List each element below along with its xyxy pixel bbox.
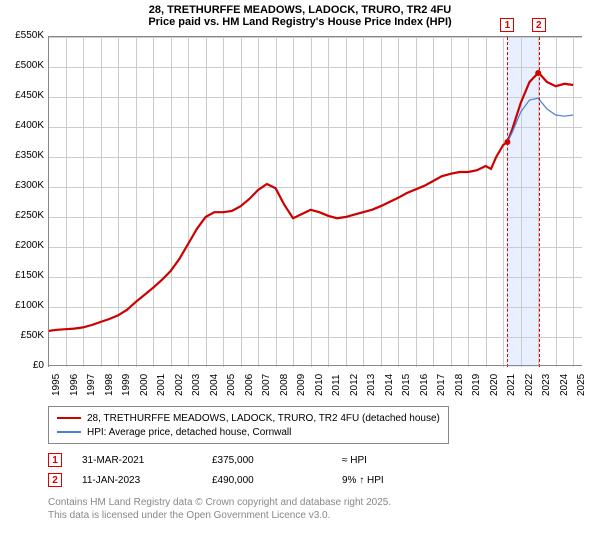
x-tick-label: 2023 xyxy=(541,374,552,396)
event-marker: 1 xyxy=(500,18,514,32)
y-tick-label: £150K xyxy=(0,270,44,281)
event-hpi-note: 9% ↑ HPI xyxy=(342,475,472,486)
x-tick-label: 2022 xyxy=(524,374,535,396)
event-price: £375,000 xyxy=(212,455,342,466)
x-tick-label: 2011 xyxy=(331,374,342,396)
event-date: 31-MAR-2021 xyxy=(82,455,212,466)
x-tick-label: 2009 xyxy=(296,374,307,396)
x-tick-label: 2016 xyxy=(419,374,430,396)
y-tick-label: £300K xyxy=(0,180,44,191)
y-tick-label: £350K xyxy=(0,150,44,161)
y-tick-label: £550K xyxy=(0,30,44,41)
y-tick-label: £50K xyxy=(0,330,44,341)
x-tick-label: 2019 xyxy=(471,374,482,396)
x-tick-label: 2001 xyxy=(156,374,167,396)
x-tick-label: 2004 xyxy=(209,374,220,396)
x-tick-label: 2007 xyxy=(261,374,272,396)
event-table-marker: 1 xyxy=(48,453,62,467)
y-tick-label: £500K xyxy=(0,60,44,71)
x-tick-label: 2014 xyxy=(384,374,395,396)
event-date: 11-JAN-2023 xyxy=(82,475,212,486)
legend-swatch xyxy=(57,417,81,419)
legend-swatch xyxy=(57,431,81,432)
x-tick-label: 1996 xyxy=(69,374,80,396)
event-table-row: 1 31-MAR-2021£375,000≈ HPI xyxy=(48,450,472,470)
event-price: £490,000 xyxy=(212,475,342,486)
x-tick-label: 2003 xyxy=(191,374,202,396)
footer-line1: Contains HM Land Registry data © Crown c… xyxy=(48,496,391,509)
x-tick-label: 2018 xyxy=(454,374,465,396)
chart-plot xyxy=(48,37,582,367)
y-tick-label: £100K xyxy=(0,300,44,311)
x-tick-label: 1999 xyxy=(121,374,132,396)
x-tick-label: 2024 xyxy=(559,374,570,396)
x-tick-label: 2015 xyxy=(401,374,412,396)
footer-attribution: Contains HM Land Registry data © Crown c… xyxy=(48,496,391,522)
y-tick-label: £250K xyxy=(0,210,44,221)
x-tick-label: 2012 xyxy=(349,374,360,396)
legend-item: 28, TRETHURFFE MEADOWS, LADOCK, TRURO, T… xyxy=(57,411,440,425)
x-tick-label: 1997 xyxy=(86,374,97,396)
x-tick-label: 1998 xyxy=(104,374,115,396)
chart-title-line1: 28, TRETHURFFE MEADOWS, LADOCK, TRURO, T… xyxy=(0,4,600,16)
x-tick-label: 2000 xyxy=(139,374,150,396)
x-tick-label: 2005 xyxy=(226,374,237,396)
y-tick-label: £400K xyxy=(0,120,44,131)
event-table-row: 2 11-JAN-2023£490,0009% ↑ HPI xyxy=(48,470,472,490)
event-table-marker: 2 xyxy=(48,473,62,487)
legend: 28, TRETHURFFE MEADOWS, LADOCK, TRURO, T… xyxy=(48,406,449,444)
y-tick-label: £450K xyxy=(0,90,44,101)
x-tick-label: 2025 xyxy=(576,374,587,396)
x-tick-label: 2008 xyxy=(279,374,290,396)
x-tick-label: 2006 xyxy=(244,374,255,396)
chart-area xyxy=(48,36,582,366)
x-tick-label: 2010 xyxy=(314,374,325,396)
legend-label: 28, TRETHURFFE MEADOWS, LADOCK, TRURO, T… xyxy=(87,413,440,424)
event-line xyxy=(539,37,540,367)
event-hpi-note: ≈ HPI xyxy=(342,455,472,466)
series-line xyxy=(507,98,573,142)
event-marker: 2 xyxy=(532,18,546,32)
x-tick-label: 2002 xyxy=(174,374,185,396)
x-tick-label: 1995 xyxy=(51,374,62,396)
event-line xyxy=(507,37,508,367)
y-tick-label: £200K xyxy=(0,240,44,251)
y-axis xyxy=(48,37,49,367)
legend-item: HPI: Average price, detached house, Corn… xyxy=(57,425,440,439)
y-tick-label: £0 xyxy=(0,360,44,371)
x-tick-label: 2017 xyxy=(436,374,447,396)
footer-line2: This data is licensed under the Open Gov… xyxy=(48,509,391,522)
legend-label: HPI: Average price, detached house, Corn… xyxy=(87,427,291,438)
x-tick-label: 2021 xyxy=(506,374,517,396)
x-axis xyxy=(48,365,582,366)
event-table: 1 31-MAR-2021£375,000≈ HPI 2 11-JAN-2023£49… xyxy=(48,450,472,490)
x-tick-label: 2013 xyxy=(366,374,377,396)
series-line xyxy=(48,73,573,331)
x-tick-label: 2020 xyxy=(489,374,500,396)
